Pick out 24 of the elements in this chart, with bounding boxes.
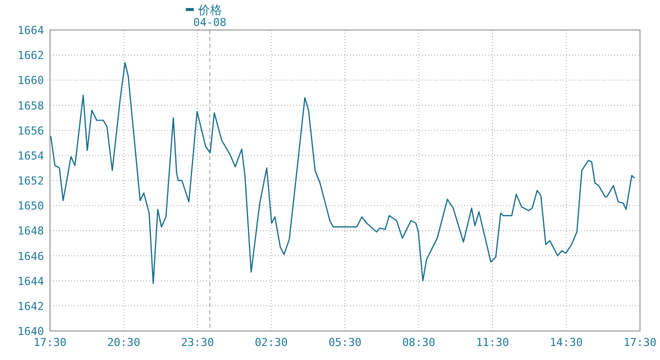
y-tick-label: 1644: [18, 274, 44, 288]
y-tick-label: 1650: [18, 200, 44, 213]
x-tick-label: 20:30: [107, 336, 140, 349]
x-tick-label: 05:30: [328, 336, 362, 349]
y-tick-label: 1656: [18, 124, 44, 138]
x-tick-label: 17:30: [33, 336, 67, 349]
x-tick-label: 17:30: [623, 336, 657, 349]
x-tick-label: 08:30: [402, 336, 436, 349]
y-tick-label: 1648: [18, 224, 44, 238]
y-tick-label: 1660: [18, 74, 44, 88]
y-tick-label: 1662: [18, 49, 44, 62]
y-tick-label: 1658: [18, 99, 44, 112]
y-tick-label: 1654: [18, 149, 44, 162]
y-tick-label: 1642: [18, 300, 44, 313]
legend-label: 价格: [196, 3, 222, 17]
y-tick-label: 1646: [18, 250, 44, 263]
ref-line-label: 04-08: [193, 16, 226, 29]
y-tick-label: 1664: [18, 24, 44, 37]
x-tick-label: 14:30: [550, 336, 583, 349]
x-tick-label: 23:30: [180, 336, 214, 349]
x-tick-label: 11:30: [476, 336, 510, 349]
y-tick-label: 1652: [18, 174, 44, 188]
x-tick-label: 02:30: [254, 336, 288, 349]
y-tick-label: 1640: [18, 325, 44, 338]
